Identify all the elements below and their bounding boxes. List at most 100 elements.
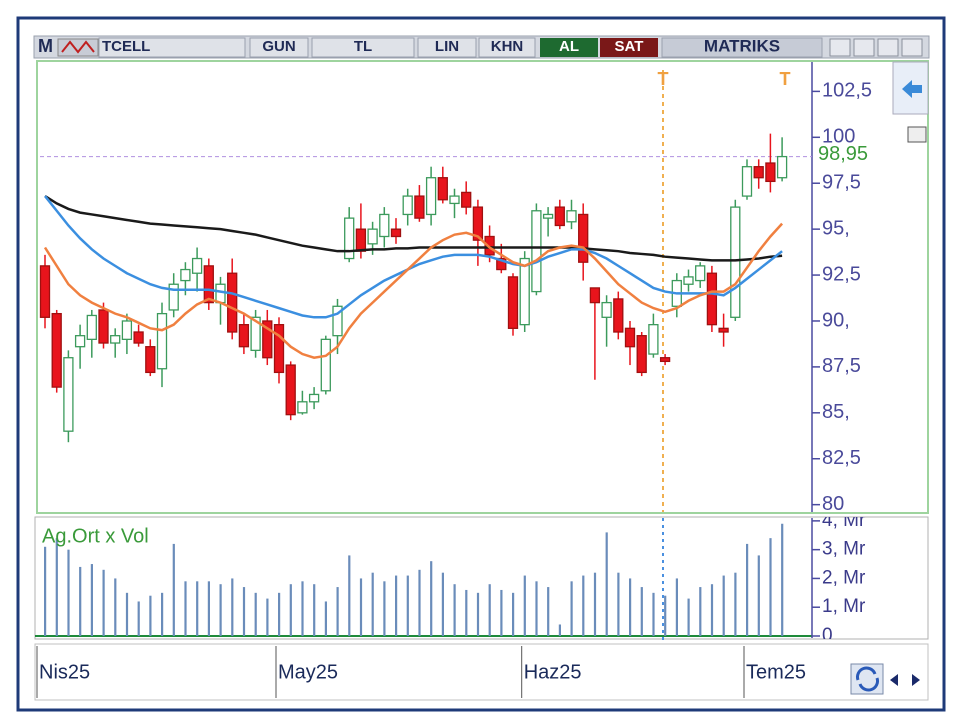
volume-bar [137, 601, 140, 636]
volume-bar [605, 532, 608, 636]
candle-body [695, 265, 706, 282]
y-tick-label: 97,5 [822, 172, 861, 194]
candle-body [519, 257, 530, 326]
candle-body [601, 301, 612, 318]
candle-body [402, 195, 413, 216]
period-button[interactable] [249, 37, 309, 58]
y-tick-label: 90, [822, 309, 850, 331]
y-tick-label: 2, Mr [822, 567, 866, 588]
y-tick-label: 85, [822, 401, 850, 423]
candle-body [180, 268, 191, 282]
minimize-button[interactable] [853, 38, 875, 57]
volume-bar [757, 555, 760, 636]
volume-bar [722, 575, 725, 636]
volume-bar [44, 546, 47, 636]
candle-body [636, 335, 647, 374]
candle-body [589, 287, 601, 304]
sell-button[interactable] [600, 38, 658, 57]
y-tick-label: 87,5 [822, 355, 861, 377]
symbol-field[interactable] [98, 37, 246, 58]
volume-bar [664, 595, 667, 636]
x-tick-label: Tem25 [746, 661, 806, 683]
currency: TL [354, 38, 372, 55]
candle-body [227, 272, 238, 333]
mode-button[interactable] [478, 37, 536, 58]
candle-body [730, 206, 741, 318]
volume-bar [172, 543, 175, 636]
last-value-label: 98,95 [818, 143, 868, 165]
candle-body [578, 213, 589, 263]
volume-bar [582, 575, 585, 636]
volume-bar [196, 581, 199, 636]
candle-body [554, 206, 565, 227]
volume-bar [699, 587, 702, 636]
volume-bar [313, 584, 316, 636]
candle-body [706, 272, 718, 326]
scale: LIN [435, 38, 459, 55]
volume-layer: 0 1, Mr 2, Mr 3, Mr 4, Mr [44, 517, 866, 639]
candle-body [133, 331, 144, 344]
pane-button[interactable] [907, 126, 927, 143]
candle-body [659, 357, 671, 363]
maximize-button[interactable] [877, 38, 899, 57]
volume-bar [430, 561, 433, 636]
mode: KHN [491, 38, 524, 55]
menu-letter[interactable]: M [38, 36, 53, 56]
candle-body [191, 257, 203, 274]
plot: 80 82,5 85, 87,5 90, 92,5 95, 97,5 100 102,5 98,95… [36, 69, 872, 698]
volume-bar [476, 592, 480, 636]
moving-average-line [44, 195, 783, 262]
candle-body [86, 314, 97, 340]
volume-bar [558, 624, 561, 636]
currency-button[interactable] [311, 37, 415, 58]
volume-bar [90, 564, 93, 636]
marker-label: T [780, 69, 791, 89]
candle-body [250, 316, 261, 352]
candle-body [531, 210, 542, 293]
candle-body [74, 335, 86, 348]
scroll-arrows[interactable] [890, 674, 920, 686]
time-axis [34, 643, 929, 701]
candle-body [390, 228, 402, 238]
close-button[interactable] [901, 38, 923, 57]
volume-bar [266, 598, 269, 636]
volume-bar [395, 575, 398, 636]
volume-bar [242, 587, 246, 636]
volume-bar [371, 572, 374, 636]
candle-body [308, 393, 320, 403]
x-tick-label: May25 [278, 661, 338, 683]
candle-body [484, 235, 495, 256]
scale-button[interactable] [417, 37, 477, 58]
volume-bar [383, 581, 386, 636]
volume-bar [570, 581, 573, 636]
candle-body [332, 305, 343, 337]
y-tick-label: 82,5 [822, 447, 861, 469]
candle-body [648, 324, 659, 355]
y-tick-label: 80 [822, 493, 844, 515]
volume-bar [418, 569, 421, 636]
candle-body [765, 162, 776, 183]
candle-body [273, 324, 285, 374]
volume-bar [289, 584, 292, 636]
volume-bar [278, 592, 281, 636]
volume-bar [687, 598, 690, 636]
volume-bar [640, 587, 643, 636]
volume-bar [336, 587, 339, 636]
volume-bar [453, 584, 456, 636]
buy-button[interactable] [540, 38, 598, 57]
candle-body [414, 195, 425, 219]
dropdown-button[interactable] [829, 38, 851, 57]
volume-bar [67, 549, 70, 636]
marker-label: T [658, 69, 669, 89]
candle-body [51, 312, 62, 388]
candle-body [297, 401, 308, 414]
candle-body [542, 213, 554, 219]
candle-body [98, 309, 109, 344]
x-tick-label: Nis25 [39, 661, 90, 683]
candle-body [121, 320, 133, 340]
candle-body [753, 166, 764, 179]
candle-body [507, 276, 519, 329]
y-tick-label: 102,5 [822, 80, 872, 102]
volume-bar [769, 538, 772, 636]
